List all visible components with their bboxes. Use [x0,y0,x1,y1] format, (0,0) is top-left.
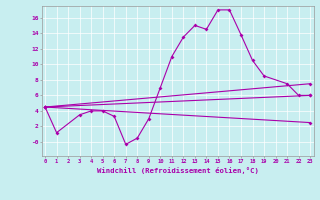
X-axis label: Windchill (Refroidissement éolien,°C): Windchill (Refroidissement éolien,°C) [97,167,259,174]
